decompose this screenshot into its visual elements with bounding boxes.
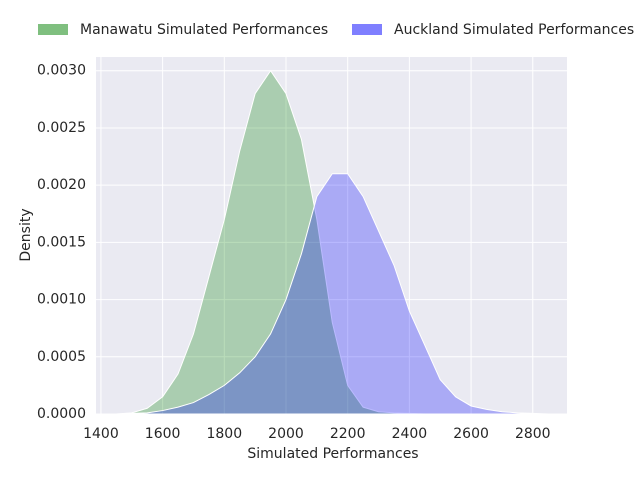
x-tick-label: 2400: [392, 426, 428, 442]
y-tick-label: 0.0030: [37, 63, 86, 79]
y-tick-label: 0.0025: [37, 120, 86, 136]
y-axis-label: Density: [18, 208, 34, 261]
y-tick-label: 0.0010: [37, 292, 86, 308]
x-tick-label: 2600: [453, 426, 489, 442]
y-tick-label: 0.0005: [37, 349, 86, 365]
x-tick-label: 1400: [83, 426, 119, 442]
plot-background: [96, 57, 567, 414]
y-tick-label: 0.0020: [37, 177, 86, 193]
density-area: [116, 173, 549, 415]
legend-swatch: [38, 24, 68, 35]
y-tick-label: 0.0015: [37, 234, 86, 250]
y-tick-label: 0.0000: [37, 406, 86, 422]
x-tick-label: 2200: [330, 426, 366, 442]
legend-label: Manawatu Simulated Performances: [80, 22, 328, 38]
x-tick-label: 2000: [268, 426, 304, 442]
density-area: [116, 69, 425, 415]
x-tick-label: 2800: [515, 426, 551, 442]
x-tick-label: 1800: [206, 426, 242, 442]
legend-swatch: [352, 24, 382, 35]
x-axis-label: Simulated Performances: [247, 446, 418, 462]
legend-label: Auckland Simulated Performances: [394, 22, 634, 38]
x-tick-label: 1600: [145, 426, 181, 442]
